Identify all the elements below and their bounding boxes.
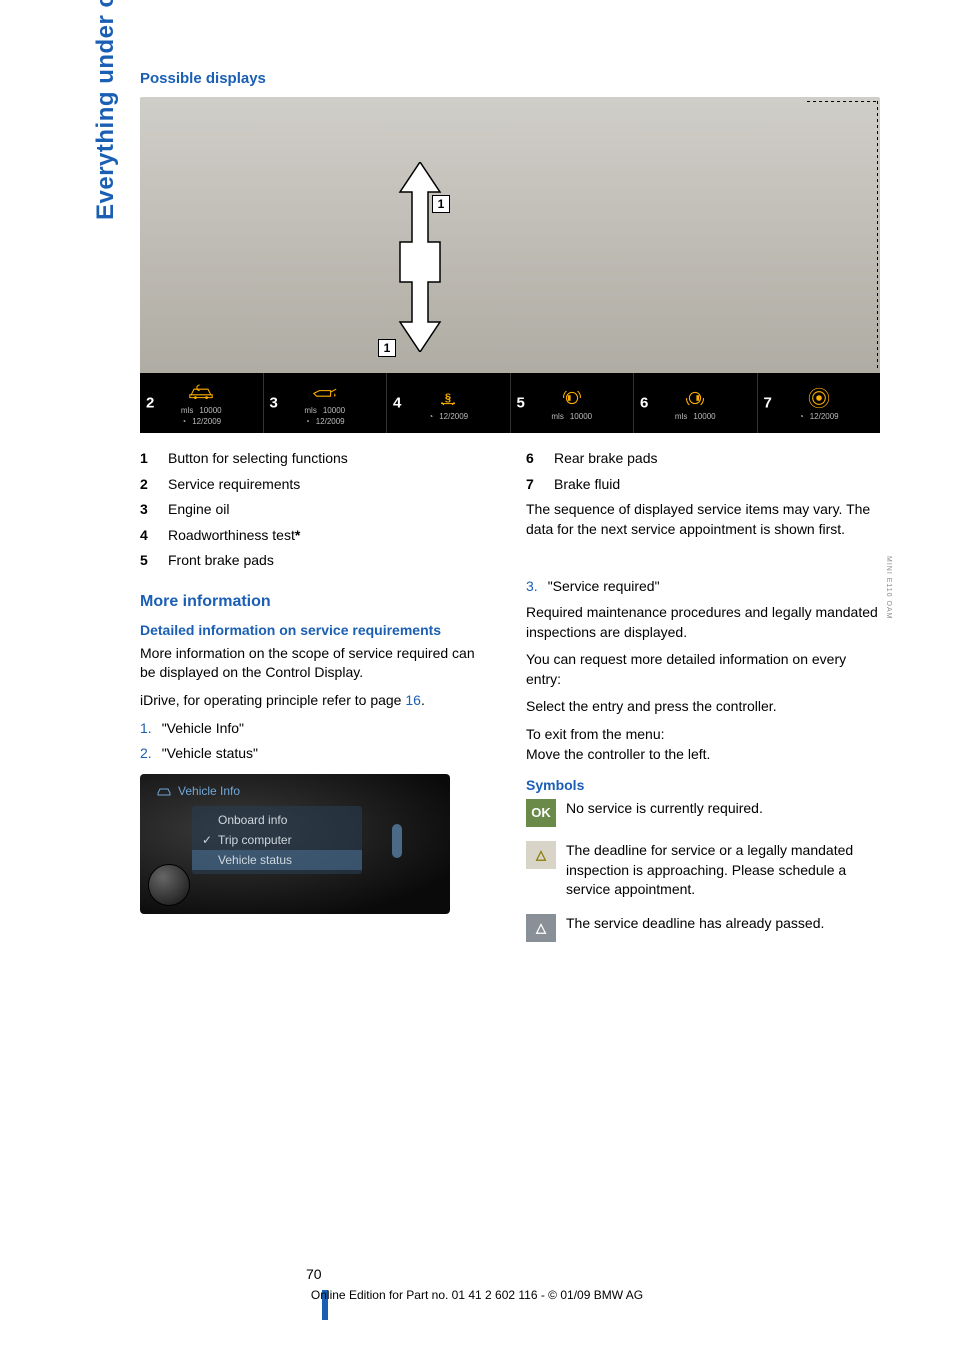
legend-item: 7Brake fluid <box>526 475 880 495</box>
symbol-warn-text: The deadline for service or a legally ma… <box>566 841 880 900</box>
screenshot-menu: Onboard info Trip computer Vehicle statu… <box>192 806 362 874</box>
steps-left: 1."Vehicle Info" 2."Vehicle status" <box>140 719 494 764</box>
page-ref-link[interactable]: 16 <box>405 692 421 708</box>
right-p4: To exit from the menu: <box>526 725 880 745</box>
svg-text:§: § <box>445 391 451 403</box>
icon-cell-rear-brake: 6 mls10000 <box>634 373 758 433</box>
car-icon <box>156 786 172 796</box>
possible-displays-heading: Possible displays <box>140 70 880 87</box>
front-brake-icon <box>558 386 586 410</box>
symbols-heading: Symbols <box>526 776 880 795</box>
symbol-row-over: △ The service deadline has already passe… <box>526 914 880 942</box>
legend-columns: 1Button for selecting functions 2Service… <box>140 449 880 956</box>
icon-num: 5 <box>517 395 525 412</box>
more-info-para2: iDrive, for operating principle refer to… <box>140 691 494 711</box>
right-p1: Required maintenance procedures and lega… <box>526 603 880 642</box>
icon-cell-brake-fluid: 7 ◔12/2009 <box>758 373 881 433</box>
step-item: 1."Vehicle Info" <box>140 719 494 739</box>
icon-sub: ◔12/2009 <box>305 417 345 426</box>
stalk-arrow-icon <box>380 162 460 352</box>
legend-item: 1Button for selecting functions <box>140 449 494 469</box>
symbol-row-ok: OK No service is currently required. <box>526 799 880 827</box>
icon-sub: mls10000 <box>675 412 716 421</box>
image-credit: MINI E110 OAM <box>885 556 892 619</box>
step-item: 2."Vehicle status" <box>140 744 494 764</box>
icon-sub: ◔12/2009 <box>181 417 221 426</box>
side-tab: Everything under control <box>92 0 120 220</box>
symbol-warn-icon: △ <box>526 841 556 869</box>
legend-item: 5Front brake pads <box>140 551 494 571</box>
screenshot-header: Vehicle Info <box>156 784 240 798</box>
right-p5: Move the controller to the left. <box>526 745 880 765</box>
icon-sub: mls10000 <box>551 412 592 421</box>
car-service-icon <box>187 380 215 404</box>
icon-sub: mls10000 <box>304 406 345 415</box>
oil-can-icon <box>311 380 339 404</box>
scroll-indicator <box>392 824 402 858</box>
icon-num: 2 <box>146 395 154 412</box>
legend-item: 3Engine oil <box>140 500 494 520</box>
page-content: Possible displays 1 1 2 mls10000 ◔12/200… <box>140 70 880 956</box>
icon-num: 6 <box>640 395 648 412</box>
idrive-screenshot: Vehicle Info Onboard info Trip computer … <box>140 774 450 914</box>
callout-1-bottom: 1 <box>378 339 396 357</box>
symbol-ok-text: No service is currently required. <box>566 799 763 827</box>
icon-cell-oil: 3 mls10000 ◔12/2009 <box>264 373 388 433</box>
icon-cell-front-brake: 5 mls10000 <box>511 373 635 433</box>
footer-text: Online Edition for Part no. 01 41 2 602 … <box>0 1288 954 1302</box>
symbol-row-warn: △ The deadline for service or a legally … <box>526 841 880 900</box>
icon-sub: mls10000 <box>181 406 222 415</box>
service-icon-strip: 2 mls10000 ◔12/2009 3 mls10000 ◔12/2009 … <box>140 373 880 433</box>
right-col: 6Rear brake pads 7Brake fluid The sequen… <box>526 449 880 956</box>
rear-brake-icon <box>681 386 709 410</box>
detailed-info-heading: Detailed information on service requirem… <box>140 621 494 640</box>
icon-num: 4 <box>393 395 401 412</box>
more-info-heading: More information <box>140 593 494 611</box>
more-info-para1: More information on the scope of service… <box>140 644 494 683</box>
legend-item: 2Service requirements <box>140 475 494 495</box>
step-item: 3."Service required" <box>526 577 880 597</box>
icon-sub: ◔12/2009 <box>799 412 839 421</box>
right-p3: Select the entry and press the controlle… <box>526 697 880 717</box>
legend-list-left: 1Button for selecting functions 2Service… <box>140 449 494 571</box>
legend-left-col: 1Button for selecting functions 2Service… <box>140 449 494 956</box>
right-p2: You can request more detailed informatio… <box>526 650 880 689</box>
icon-num: 3 <box>270 395 278 412</box>
menu-item-vehicle-status[interactable]: Vehicle status <box>192 850 362 870</box>
dashboard-illustration: 1 1 2 mls10000 ◔12/2009 3 mls10000 ◔12/2… <box>140 97 880 433</box>
legend-list-right: 6Rear brake pads 7Brake fluid <box>526 449 880 494</box>
symbol-over-text: The service deadline has already passed. <box>566 914 824 942</box>
menu-item-trip[interactable]: Trip computer <box>192 830 362 850</box>
icon-sub: ◔12/2009 <box>428 412 468 421</box>
steps-right: 3."Service required" <box>526 577 880 597</box>
icon-cell-service: 2 mls10000 ◔12/2009 <box>140 373 264 433</box>
sequence-note: The sequence of displayed service items … <box>526 500 880 539</box>
brake-fluid-icon <box>805 386 833 410</box>
dash-guideline <box>877 101 878 369</box>
icon-num: 7 <box>764 395 772 412</box>
section-sign-icon: § <box>434 386 462 410</box>
menu-item-onboard[interactable]: Onboard info <box>192 810 362 830</box>
legend-item: 4Roadworthiness test* <box>140 526 494 546</box>
legend-item: 6Rear brake pads <box>526 449 880 469</box>
icon-cell-roadworthy: 4 § ◔12/2009 <box>387 373 511 433</box>
symbol-ok-icon: OK <box>526 799 556 827</box>
callout-1-top: 1 <box>432 195 450 213</box>
idrive-knob-icon <box>148 864 190 906</box>
symbol-over-icon: △ <box>526 914 556 942</box>
page-number: 70 <box>306 1266 322 1282</box>
